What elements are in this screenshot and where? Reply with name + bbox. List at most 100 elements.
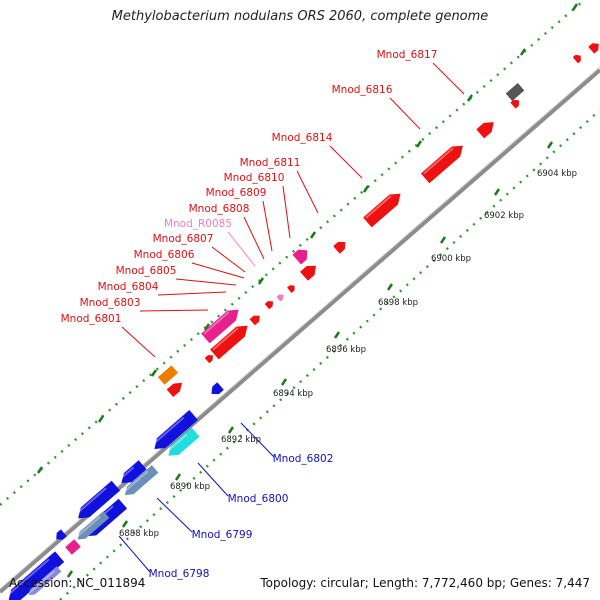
label-leader xyxy=(156,497,193,533)
label-leader xyxy=(191,262,245,279)
forward-gene-label[interactable]: Mnod_6809 xyxy=(206,187,267,199)
forward-gene xyxy=(420,145,463,184)
label-leader xyxy=(175,278,237,286)
label-leader xyxy=(243,216,265,260)
reverse-gene xyxy=(76,511,110,540)
forward-gene-label[interactable]: Mnod_6808 xyxy=(189,203,250,215)
major-tick xyxy=(36,466,44,474)
forward-gene-label[interactable]: Mnod_6817 xyxy=(377,49,438,61)
scale-labels: 6888 kbp 6890 kbp 6892 kbp 6894 kbp 6896 kbp… xyxy=(119,169,577,539)
label-leader xyxy=(240,422,275,458)
forward-gene-label[interactable]: Mnod_6814 xyxy=(272,132,333,144)
forward-gene xyxy=(510,99,520,109)
major-tick xyxy=(362,185,370,193)
reverse-gene-label[interactable]: Mnod_6800 xyxy=(228,493,289,505)
major-tick xyxy=(66,570,74,578)
forward-gene-label[interactable]: Mnod_6804 xyxy=(98,281,159,293)
scale-label: 6896 kbp xyxy=(326,345,366,355)
major-tick xyxy=(227,426,235,434)
forward-gene-labels: Mnod_6817 Mnod_6816 Mnod_6814 Mnod_6811 Mnod… xyxy=(61,49,465,358)
forward-gene xyxy=(292,249,308,265)
reverse-gene xyxy=(76,480,121,519)
major-tick xyxy=(439,236,447,244)
lower-tick-track xyxy=(59,109,600,600)
major-tick xyxy=(150,369,158,377)
forward-gene-label[interactable]: Mnod_6805 xyxy=(116,265,177,277)
major-tick xyxy=(546,141,554,149)
forward-gene-label[interactable]: Mnod_6806 xyxy=(134,249,195,261)
reverse-gene xyxy=(166,427,200,456)
reverse-gene xyxy=(152,410,198,450)
forward-gene-label[interactable]: Mnod_6801 xyxy=(61,313,122,325)
reverse-gene-label[interactable]: Mnod_6798 xyxy=(149,568,210,580)
forward-gene xyxy=(588,43,599,54)
reverse-gene xyxy=(119,460,147,484)
forward-gene-label[interactable]: Mnod_6810 xyxy=(224,172,285,184)
forward-gene-label[interactable]: Mnod_6811 xyxy=(240,157,301,169)
forward-strand-features xyxy=(157,43,599,398)
major-tick xyxy=(466,94,474,102)
forward-gene xyxy=(363,193,401,228)
label-leader xyxy=(389,97,421,130)
forward-gene xyxy=(276,294,284,302)
major-tick xyxy=(257,277,265,285)
label-leader xyxy=(157,291,227,296)
label-leader xyxy=(432,62,465,95)
forward-gene-label[interactable]: Mnod_6807 xyxy=(153,233,214,245)
label-leader xyxy=(139,309,209,312)
major-tick xyxy=(386,283,394,291)
label-leader xyxy=(197,462,229,497)
label-leader xyxy=(211,246,246,273)
reverse-gene-label[interactable]: Mnod_6802 xyxy=(273,453,334,465)
major-tick xyxy=(280,378,288,386)
forward-gene xyxy=(476,122,494,139)
major-tick xyxy=(415,140,423,148)
reverse-gene xyxy=(28,566,62,596)
forward-gene xyxy=(204,355,214,364)
forward-gene xyxy=(201,309,239,344)
forward-gene-label[interactable]: Mnod_6803 xyxy=(80,297,141,309)
scale-label: 6892 kbp xyxy=(221,435,261,445)
major-tick xyxy=(309,231,317,239)
reverse-gene-labels: Mnod_6802 Mnod_6800 Mnod_6799 Mnod_6798 xyxy=(118,422,334,580)
major-tick xyxy=(493,188,501,196)
forward-gene xyxy=(166,382,183,398)
label-leader xyxy=(262,200,273,252)
forward-gene xyxy=(249,315,260,326)
major-tick xyxy=(333,331,341,339)
map-title: Methylobacterium nodulans ORS 2060, comp… xyxy=(111,9,489,24)
scale-label: 6898 kbp xyxy=(378,298,418,308)
forward-gene-label[interactable]: Mnod_R0085 xyxy=(164,218,232,230)
topology-text: Topology: circular; Length: 7,772,460 bp… xyxy=(260,576,590,590)
scale-label: 6894 kbp xyxy=(273,389,313,399)
major-ticks xyxy=(36,3,579,578)
scale-label: 6890 kbp xyxy=(170,482,210,492)
label-leader xyxy=(282,185,291,239)
accession-text: Accession: NC_011894 xyxy=(9,576,146,590)
forward-gene xyxy=(210,325,248,360)
scale-label: 6888 kbp xyxy=(119,529,159,539)
reverse-gene xyxy=(5,551,65,600)
forward-gene xyxy=(333,241,346,254)
scale-label: 6904 kbp xyxy=(537,169,577,179)
reverse-gene-label[interactable]: Mnod_6799 xyxy=(192,529,253,541)
reverse-strand-features xyxy=(5,382,224,600)
major-tick xyxy=(121,520,129,528)
major-tick xyxy=(519,48,527,56)
reverse-gene xyxy=(211,382,224,395)
forward-gene xyxy=(300,265,317,281)
upper-tick-track xyxy=(0,0,587,506)
scale-label: 6900 kbp xyxy=(431,254,471,264)
label-leader xyxy=(118,535,151,573)
forward-gene-label[interactable]: Mnod_6816 xyxy=(332,84,393,96)
major-tick xyxy=(97,415,105,423)
reverse-gene xyxy=(56,529,67,540)
major-tick xyxy=(174,473,182,481)
label-leader xyxy=(121,326,156,358)
label-leader xyxy=(296,170,319,214)
forward-gene xyxy=(264,301,274,310)
label-leader xyxy=(329,145,363,179)
reverse-gene xyxy=(123,465,159,496)
forward-gene xyxy=(287,285,295,293)
